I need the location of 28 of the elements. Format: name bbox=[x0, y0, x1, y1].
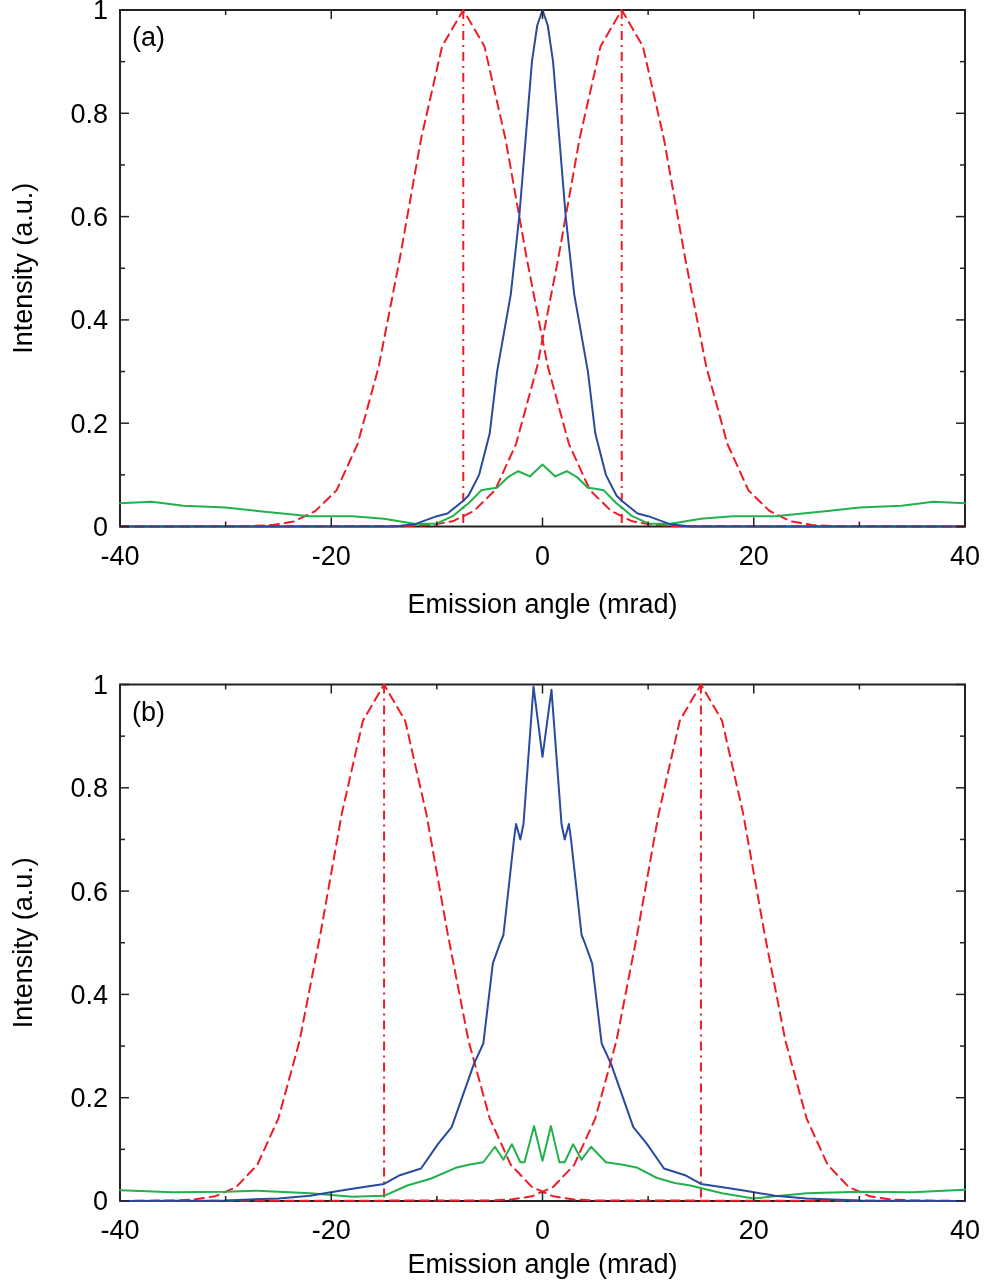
y-tick-label: 0.8 bbox=[70, 98, 108, 129]
y-tick-label: 1 bbox=[92, 0, 108, 26]
y-tick-label: 0 bbox=[92, 1186, 108, 1217]
y-tick-label: 0.4 bbox=[70, 305, 108, 336]
x-axis-title: Emission angle (mrad) bbox=[407, 588, 678, 619]
x-tick-label: 20 bbox=[738, 540, 769, 571]
y-tick-label: 0.4 bbox=[70, 979, 108, 1010]
x-tick-label: 0 bbox=[534, 1215, 551, 1245]
annotation: (b) bbox=[132, 696, 165, 727]
y-tick-label: 1 bbox=[92, 669, 108, 700]
y-axis-title: Intensity (a.u.) bbox=[8, 182, 38, 354]
y-tick-label: 0.8 bbox=[70, 773, 108, 804]
y-tick-label: 0.6 bbox=[70, 876, 108, 907]
y-tick-label: 0.2 bbox=[70, 1083, 108, 1114]
x-tick-label: 40 bbox=[949, 540, 981, 571]
y-tick-label: 0 bbox=[92, 511, 108, 542]
x-tick-label: 40 bbox=[949, 1215, 981, 1245]
x-tick-label: -40 bbox=[100, 540, 140, 571]
x-tick-label: 0 bbox=[534, 540, 551, 571]
x-axis-title: Emission angle (mrad) bbox=[407, 1249, 678, 1279]
annotation: (a) bbox=[132, 22, 165, 52]
x-tick-label: -20 bbox=[311, 540, 351, 571]
x-tick-label: -40 bbox=[100, 1215, 140, 1245]
x-tick-label: 20 bbox=[738, 1215, 769, 1245]
x-tick-label: -20 bbox=[311, 1215, 351, 1245]
y-axis-title: Intensity (a.u.) bbox=[8, 857, 38, 1029]
y-tick-label: 0.6 bbox=[70, 202, 108, 233]
y-tick-label: 0.2 bbox=[70, 408, 108, 439]
